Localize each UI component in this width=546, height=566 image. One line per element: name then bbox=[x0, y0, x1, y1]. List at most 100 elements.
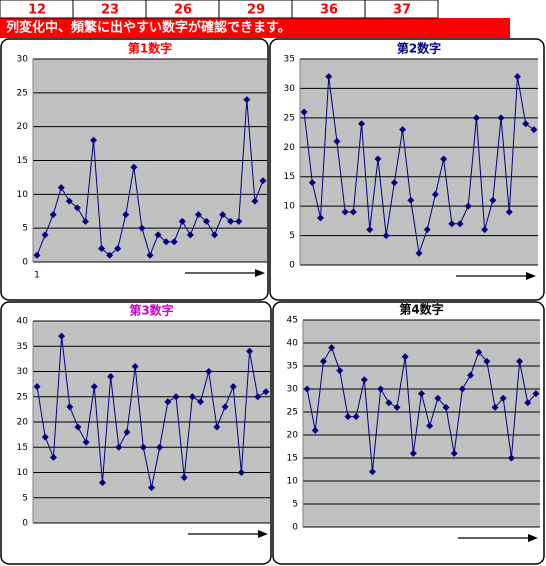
point-marker bbox=[481, 226, 489, 234]
point-marker bbox=[164, 398, 172, 406]
arrow-head bbox=[526, 272, 536, 280]
y-tick-label: 10 bbox=[284, 202, 296, 212]
y-tick-label: 30 bbox=[284, 84, 296, 94]
point-marker bbox=[49, 211, 57, 219]
arrow-head bbox=[255, 269, 265, 277]
point-marker bbox=[377, 385, 385, 393]
point-marker bbox=[243, 96, 251, 104]
point-marker bbox=[382, 232, 390, 240]
point-marker bbox=[385, 399, 393, 407]
header-value: 29 bbox=[247, 3, 265, 18]
y-tick-label: 0 bbox=[22, 519, 28, 529]
point-marker bbox=[106, 251, 114, 259]
point-marker bbox=[138, 224, 146, 232]
y-tick-label: 30 bbox=[17, 55, 29, 65]
point-marker bbox=[336, 367, 344, 375]
x-tick-label: 1 bbox=[34, 271, 40, 281]
point-marker bbox=[434, 394, 442, 402]
point-marker bbox=[418, 390, 425, 398]
point-marker bbox=[237, 469, 245, 476]
point-marker bbox=[368, 468, 376, 476]
point-marker bbox=[139, 443, 147, 451]
point-marker bbox=[146, 251, 154, 259]
point-marker bbox=[180, 474, 188, 482]
point-marker bbox=[374, 155, 382, 163]
y-tick-label: 5 bbox=[22, 493, 28, 503]
point-marker bbox=[172, 393, 180, 401]
point-marker bbox=[308, 179, 316, 187]
point-marker bbox=[464, 202, 472, 210]
y-tick-label: 5 bbox=[22, 224, 28, 234]
point-marker bbox=[178, 217, 186, 225]
y-tick-label: 25 bbox=[17, 392, 28, 402]
point-marker bbox=[489, 196, 497, 204]
point-marker bbox=[49, 453, 57, 461]
y-tick-label: 20 bbox=[284, 143, 296, 153]
point-marker bbox=[393, 403, 401, 411]
point-marker bbox=[221, 403, 229, 411]
point-marker bbox=[344, 413, 352, 421]
point-marker bbox=[325, 73, 333, 81]
point-marker bbox=[431, 190, 439, 198]
point-marker bbox=[41, 433, 49, 441]
point-marker bbox=[122, 211, 130, 219]
point-marker bbox=[442, 403, 450, 411]
point-marker bbox=[66, 403, 74, 411]
point-marker bbox=[407, 196, 415, 204]
point-marker bbox=[188, 393, 196, 401]
point-marker bbox=[82, 438, 90, 446]
point-marker bbox=[205, 368, 213, 375]
point-marker bbox=[98, 479, 106, 487]
point-marker bbox=[497, 114, 505, 122]
point-marker bbox=[251, 197, 259, 205]
point-marker bbox=[227, 217, 235, 225]
header-value: 26 bbox=[174, 3, 192, 18]
point-marker bbox=[483, 357, 491, 365]
point-marker bbox=[197, 398, 205, 406]
y-tick-label: 20 bbox=[17, 418, 29, 428]
y-tick-label: 20 bbox=[17, 122, 29, 132]
point-marker bbox=[440, 155, 448, 163]
y-tick-label: 10 bbox=[17, 190, 29, 200]
point-marker bbox=[522, 120, 530, 128]
point-marker bbox=[254, 393, 262, 401]
y-tick-label: 35 bbox=[17, 342, 28, 352]
point-marker bbox=[170, 238, 178, 246]
y-tick-label: 45 bbox=[287, 316, 298, 326]
point-marker bbox=[311, 426, 319, 434]
point-marker bbox=[507, 454, 515, 462]
point-marker bbox=[360, 376, 368, 384]
point-marker bbox=[115, 443, 123, 451]
y-tick-label: 25 bbox=[287, 408, 298, 418]
point-marker bbox=[317, 214, 325, 222]
point-marker bbox=[33, 383, 41, 391]
y-tick-label: 15 bbox=[284, 172, 295, 182]
point-marker bbox=[303, 385, 311, 393]
point-marker bbox=[81, 217, 89, 225]
point-marker bbox=[516, 357, 524, 365]
point-marker bbox=[219, 211, 227, 219]
point-marker bbox=[194, 211, 202, 219]
point-marker bbox=[399, 126, 407, 134]
y-tick-label: 35 bbox=[287, 362, 298, 372]
point-marker bbox=[131, 362, 139, 370]
point-marker bbox=[186, 231, 194, 239]
point-marker bbox=[475, 348, 483, 356]
point-marker bbox=[341, 208, 349, 216]
point-marker bbox=[114, 244, 122, 252]
y-tick-label: 10 bbox=[17, 468, 29, 478]
point-marker bbox=[154, 231, 162, 239]
header-value: 12 bbox=[28, 3, 46, 18]
point-marker bbox=[211, 231, 219, 239]
point-marker bbox=[530, 126, 538, 134]
point-marker bbox=[524, 399, 532, 407]
point-marker bbox=[415, 249, 423, 257]
point-marker bbox=[401, 353, 409, 361]
point-marker bbox=[532, 390, 540, 398]
point-marker bbox=[505, 208, 513, 216]
point-marker bbox=[458, 385, 466, 393]
point-marker bbox=[448, 220, 456, 228]
point-marker bbox=[467, 371, 475, 379]
header-value: 37 bbox=[393, 3, 411, 18]
point-marker bbox=[156, 443, 164, 451]
